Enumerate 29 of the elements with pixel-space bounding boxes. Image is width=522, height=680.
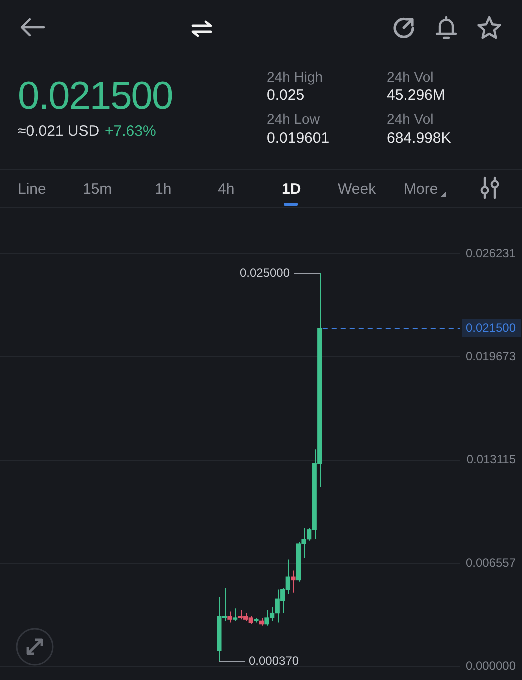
text: 24h Vol (387, 111, 434, 128)
annotation: 0.025000 (240, 266, 290, 280)
text: 24h Vol (387, 69, 434, 86)
y-tick-label: 0.000000 (466, 659, 516, 674)
y-tick-label: 0.013115 (466, 452, 516, 467)
text: 45.296M (387, 87, 446, 104)
candlestick (228, 611, 232, 624)
y-tick-label: 0.006557 (466, 556, 516, 570)
y-tick-label: 0.019673 (466, 350, 516, 364)
text: 0.019601 (267, 130, 330, 148)
annotation: 0.000370 (249, 654, 300, 668)
text: 1h (155, 181, 172, 198)
ref-line-label: 0.021500 (466, 320, 516, 335)
text: 1D (282, 181, 302, 198)
text: 0.021500 (18, 74, 173, 118)
y-tick-label: 0.026231 (466, 246, 516, 260)
text: ≈0.021 USD (18, 123, 100, 140)
text: 15m (83, 181, 112, 198)
candlestick (232, 608, 238, 622)
text: Line (18, 181, 46, 198)
text: More (404, 181, 438, 198)
text: 0.025 (267, 87, 305, 104)
text: Week (338, 181, 376, 198)
text: 684.998K (387, 130, 452, 148)
text: 4h (218, 181, 235, 198)
text: 24h High (267, 69, 324, 86)
candlestick (291, 570, 296, 594)
text: 24h Low (267, 111, 320, 128)
text: +7.63% (105, 123, 156, 140)
